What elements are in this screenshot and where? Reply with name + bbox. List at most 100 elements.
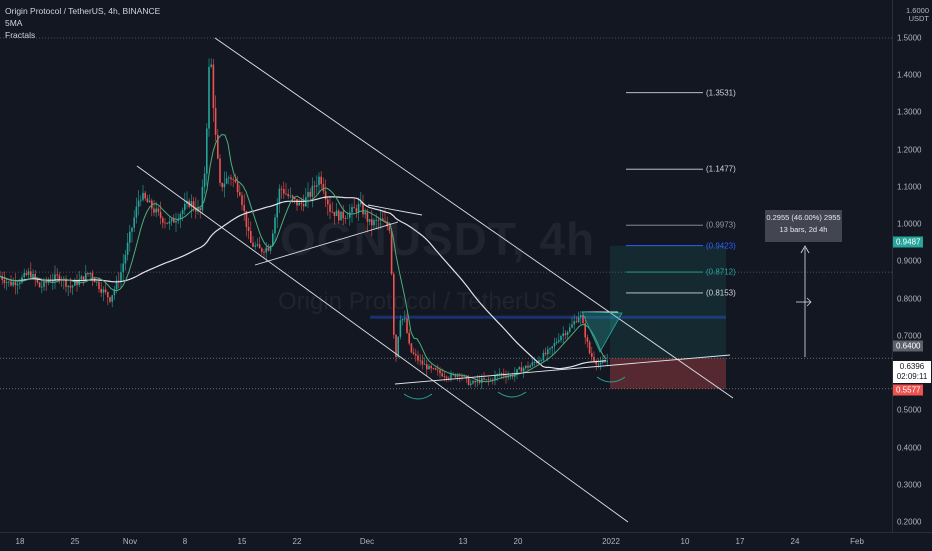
candle-body <box>247 227 250 232</box>
candle-body <box>384 220 386 222</box>
candle-body <box>219 158 221 183</box>
candle-body <box>516 369 518 374</box>
candle-body <box>445 376 448 379</box>
candle-body <box>96 281 98 283</box>
candle-body <box>467 377 470 385</box>
candle-body <box>518 367 520 370</box>
candle-body <box>294 197 296 200</box>
candle-body <box>91 272 94 279</box>
candle-body <box>511 375 514 377</box>
candle-body <box>192 201 195 209</box>
candle-body <box>465 375 468 378</box>
time-tick-label: 20 <box>513 537 523 546</box>
candle-body <box>320 176 322 185</box>
watermark-name: Origin Protocol / TetherUS <box>278 288 557 315</box>
candle-body <box>199 207 201 211</box>
candle-body <box>569 327 571 332</box>
candle-body <box>16 283 19 286</box>
candle-body <box>593 356 595 362</box>
candle-body <box>531 362 534 366</box>
candle-body <box>221 182 223 188</box>
candle-body <box>346 217 349 219</box>
candle-body <box>74 280 76 286</box>
candle-body <box>287 194 289 197</box>
candle-body <box>23 272 25 278</box>
candle-body <box>538 360 540 363</box>
time-tick-label: 10 <box>680 537 690 546</box>
candle-body <box>148 200 151 203</box>
candle-body <box>115 280 118 290</box>
legend-title[interactable]: Origin Protocol / TetherUS, 4h, BINANCE <box>5 6 161 16</box>
candle-body <box>19 282 21 284</box>
candle-body <box>555 341 558 344</box>
candle-body <box>89 272 91 275</box>
candle-body <box>173 218 175 223</box>
fib-level-label: (0.8153) <box>706 288 736 298</box>
candle-body <box>102 289 105 293</box>
candle-body <box>507 376 509 378</box>
candle-body <box>474 380 476 383</box>
candle-body <box>428 365 430 370</box>
candle-body <box>217 134 219 159</box>
candle-body <box>591 353 593 357</box>
candle-body <box>582 315 584 324</box>
price-tick-label: 0.2000 <box>897 517 922 527</box>
price-axis[interactable] <box>892 0 932 532</box>
candle-body <box>307 191 309 198</box>
candle-body <box>162 217 164 223</box>
candle-body <box>56 274 58 276</box>
fib-level-label: (0.9973) <box>706 220 736 230</box>
fib-level-label: (1.1477) <box>706 164 736 174</box>
candle-body <box>470 383 472 385</box>
candle-body <box>551 346 553 349</box>
candle-body <box>602 361 604 363</box>
candle-body <box>415 353 417 356</box>
legend-indicator-ma[interactable]: 5MA <box>5 18 23 28</box>
candle-body <box>540 360 542 361</box>
candle-body <box>265 247 267 253</box>
candle-body <box>241 195 243 206</box>
candle-body <box>107 292 109 298</box>
candle-body <box>533 361 536 363</box>
candle-body <box>122 263 124 273</box>
candle-body <box>408 332 410 344</box>
candle-body <box>344 218 347 219</box>
candle-body <box>302 204 305 207</box>
time-axis[interactable] <box>0 532 932 551</box>
candle-body <box>124 254 127 264</box>
candle-body <box>181 210 184 215</box>
price-tick-label: 1.5000 <box>897 33 922 43</box>
candle-body <box>597 363 600 365</box>
candle-body <box>461 375 463 377</box>
last-price-tag: 0.6396 02:09:11 <box>893 361 931 383</box>
candle-body <box>212 64 215 109</box>
candle-body <box>166 222 168 224</box>
candle-body <box>329 204 331 212</box>
candle-body <box>313 185 316 187</box>
legend-indicator-fractals[interactable]: Fractals <box>5 30 36 40</box>
candle-body <box>43 280 45 287</box>
candle-body <box>395 334 397 357</box>
candle-body <box>261 248 263 252</box>
candle-body <box>439 370 441 374</box>
profit-zone <box>610 245 726 359</box>
candle-body <box>584 323 586 338</box>
candle-body <box>500 373 503 375</box>
candle-body <box>406 318 408 333</box>
candle-body <box>234 179 237 183</box>
candle-body <box>296 199 298 206</box>
time-tick-label: 22 <box>292 537 302 546</box>
candle-body <box>38 282 41 288</box>
candle-body <box>494 375 496 381</box>
measure-tooltip: 0.2955 (46.00%) 2955 13 bars, 2d 4h <box>765 210 842 242</box>
candle-body <box>206 128 208 174</box>
candle-body <box>280 188 283 190</box>
candle-body <box>258 244 261 249</box>
trendline <box>254 221 399 266</box>
candle-body <box>179 214 182 220</box>
candle-body <box>146 198 149 203</box>
price-tick-label: 1.0000 <box>897 219 922 229</box>
candle-body <box>58 275 61 281</box>
